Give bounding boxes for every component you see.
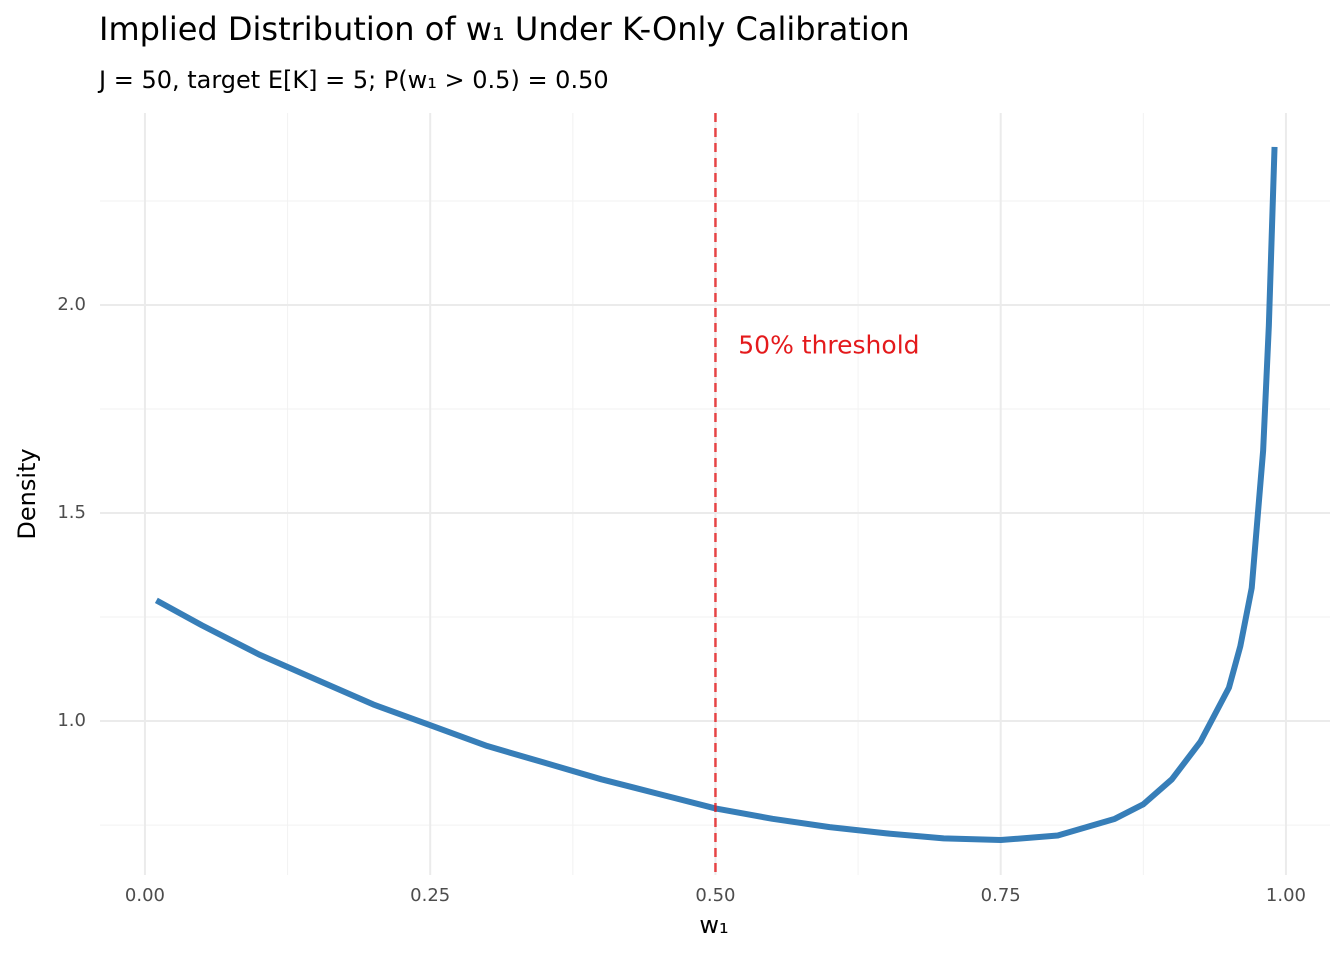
x-tick-label: 1.00 — [1266, 885, 1306, 906]
line-series — [154, 146, 1278, 844]
chart-title: Implied Distribution of w₁ Under K-Only … — [99, 10, 910, 48]
y-tick-label: 1.5 — [57, 502, 86, 523]
x-tick-label: 0.00 — [125, 885, 165, 906]
y-tick-label: 1.0 — [57, 710, 86, 731]
annotation: 50% threshold — [738, 331, 919, 360]
y-tick-label: 2.0 — [57, 294, 86, 315]
chart-subtitle: J = 50, target E[K] = 5; P(w₁ > 0.5) = 0… — [97, 66, 609, 94]
x-tick-label: 0.50 — [695, 885, 735, 906]
x-axis-label: w₁ — [699, 911, 728, 939]
y-axis-label: Density — [13, 448, 41, 539]
x-tick-label: 0.75 — [981, 885, 1021, 906]
x-tick-label: 0.25 — [410, 885, 450, 906]
